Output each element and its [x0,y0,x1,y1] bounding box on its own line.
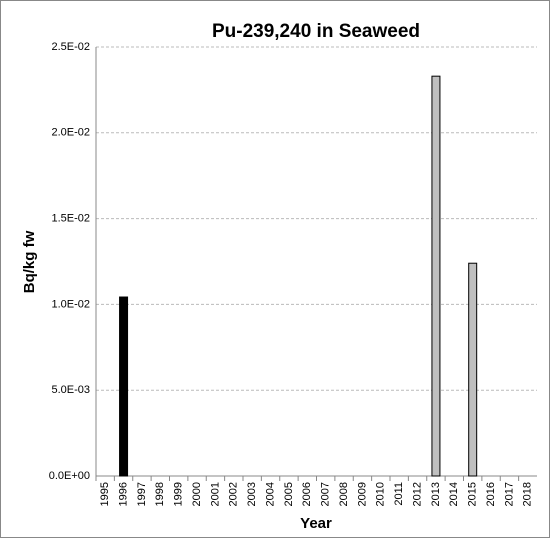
x-tick-label: 1997 [136,482,148,506]
x-tick-label: 2006 [301,482,313,506]
y-tick-label: 1.5E-02 [51,213,90,225]
y-axis-label: Bq/kg fw [21,230,38,293]
x-tick-label: 2015 [467,482,479,506]
x-tick-label: 2001 [209,482,221,506]
y-tick-label: 2.5E-02 [51,41,90,53]
x-tick-label: 2004 [264,482,276,506]
x-tick-label: 2018 [522,482,534,506]
x-tick-label: 2010 [375,482,387,506]
y-tick-label: 0.0E+00 [49,470,90,482]
bar [468,262,478,477]
chart-title: Pu-239,240 in Seaweed [212,21,420,42]
x-tick-label: 2012 [411,482,423,506]
x-tick-label: 1998 [154,482,166,506]
x-tick-label: 2007 [320,482,332,506]
y-tick-label: 5.0E-03 [51,384,90,396]
x-tick-label: 2005 [283,482,295,506]
x-tick-label: 2008 [338,482,350,506]
bar [431,75,441,477]
x-tick-label: 2013 [430,482,442,506]
x-tick-label: 2014 [448,482,460,506]
x-tick-label: 1995 [99,482,111,506]
y-tick-label: 2.0E-02 [51,127,90,139]
bar [119,296,129,477]
x-tick-label: 2011 [393,482,405,506]
x-tick-label: 2003 [246,482,258,506]
x-tick-label: 2017 [503,482,515,506]
y-tick-label: 1.0E-02 [51,298,90,310]
x-tick-label: 2000 [191,482,203,506]
x-axis-label: Year [300,515,332,532]
x-tick-label: 2016 [485,482,497,506]
x-tick-label: 2002 [228,482,240,506]
x-tick-label: 1996 [117,482,129,506]
x-tick-label: 2009 [356,482,368,506]
x-tick-label: 1999 [173,482,185,506]
